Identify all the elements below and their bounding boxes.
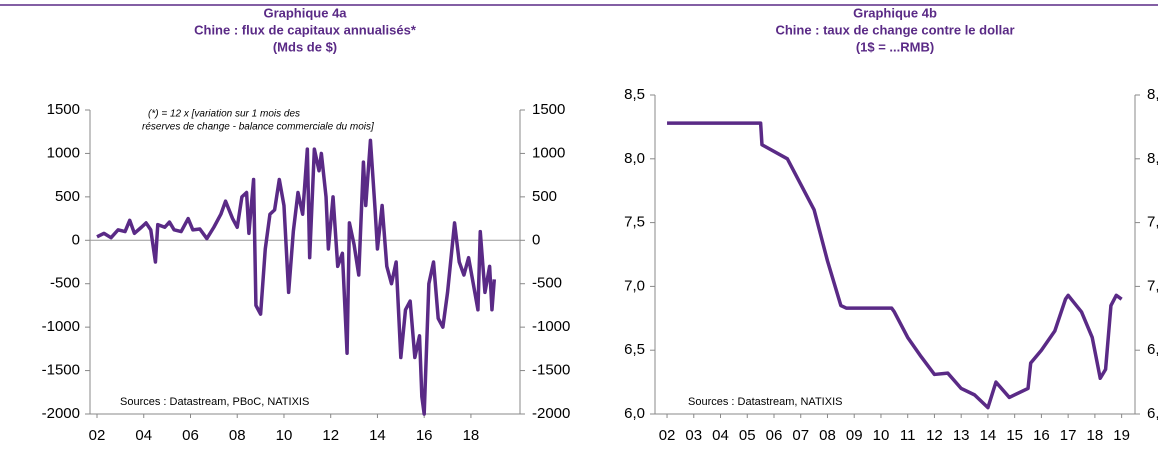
x-tick-label: 02 xyxy=(659,427,676,444)
y2-tick-label: 6,0 xyxy=(1147,405,1158,422)
y-tick-label: 8,0 xyxy=(624,150,645,167)
y2-tick-label: 500 xyxy=(532,188,557,205)
chart-title: Graphique 4b xyxy=(853,5,937,20)
y-tick-label: -2000 xyxy=(42,405,80,422)
y-tick-label: 1500 xyxy=(47,101,80,118)
chart-title: Chine : flux de capitaux annualisés* xyxy=(194,22,417,37)
source: Sources : Datastream, PBoC, NATIXIS xyxy=(120,396,309,408)
y2-tick-label: -500 xyxy=(532,275,562,292)
y-tick-label: 8,5 xyxy=(624,86,645,103)
y-tick-label: -500 xyxy=(50,275,80,292)
x-tick-label: 12 xyxy=(926,427,943,444)
y-tick-label: 7,5 xyxy=(624,214,645,231)
x-tick-label: 06 xyxy=(182,427,199,444)
x-tick-label: 04 xyxy=(135,427,152,444)
x-tick-label: 08 xyxy=(819,427,836,444)
y-tick-label: -1000 xyxy=(42,318,80,335)
y2-tick-label: -1000 xyxy=(532,318,570,335)
annotation: réserves de change - balance commerciale… xyxy=(142,122,374,133)
y2-tick-label: 0 xyxy=(532,231,540,248)
x-tick-label: 05 xyxy=(739,427,756,444)
y2-tick-label: -1500 xyxy=(532,362,570,379)
x-tick-label: 19 xyxy=(1113,427,1130,444)
y2-tick-label: 1000 xyxy=(532,144,565,161)
x-tick-label: 14 xyxy=(980,427,997,444)
y-tick-label: 1000 xyxy=(47,144,80,161)
x-tick-label: 13 xyxy=(953,427,970,444)
x-tick-label: 16 xyxy=(1033,427,1050,444)
y2-tick-label: 8,5 xyxy=(1147,86,1158,103)
series-line xyxy=(96,138,497,416)
x-tick-label: 08 xyxy=(229,427,246,444)
x-tick-label: 02 xyxy=(89,427,106,444)
x-tick-label: 09 xyxy=(846,427,863,444)
y-tick-label: 7,0 xyxy=(624,277,645,294)
chart-title: (Mds de $) xyxy=(273,39,337,54)
x-tick-label: 10 xyxy=(276,427,293,444)
x-tick-label: 03 xyxy=(685,427,702,444)
y2-tick-label: 6,5 xyxy=(1147,341,1158,358)
y2-tick-label: 7,0 xyxy=(1147,277,1158,294)
x-tick-label: 18 xyxy=(1087,427,1104,444)
y2-tick-label: 8,0 xyxy=(1147,150,1158,167)
x-tick-label: 16 xyxy=(416,427,433,444)
source: Sources : Datastream, NATIXIS xyxy=(688,396,842,408)
series-line xyxy=(667,121,1123,410)
x-tick-label: 17 xyxy=(1060,427,1077,444)
x-tick-label: 18 xyxy=(463,427,480,444)
x-tick-label: 06 xyxy=(766,427,783,444)
y2-tick-label: 1500 xyxy=(532,101,565,118)
x-tick-label: 04 xyxy=(712,427,729,444)
y-tick-label: -1500 xyxy=(42,362,80,379)
y-tick-label: 0 xyxy=(72,231,80,248)
y-tick-label: 6,0 xyxy=(624,405,645,422)
x-tick-label: 15 xyxy=(1006,427,1023,444)
x-tick-label: 14 xyxy=(369,427,386,444)
x-tick-label: 07 xyxy=(792,427,809,444)
annotation: (*) = 12 x [variation sur 1 mois des xyxy=(148,109,300,120)
y2-tick-label: 7,5 xyxy=(1147,214,1158,231)
y-tick-label: 500 xyxy=(55,188,80,205)
x-tick-label: 12 xyxy=(322,427,339,444)
y-tick-label: 6,5 xyxy=(624,341,645,358)
chart-title: (1$ = ...RMB) xyxy=(856,39,934,54)
x-tick-label: 11 xyxy=(900,427,916,444)
y2-tick-label: -2000 xyxy=(532,405,570,422)
chart-title: Graphique 4a xyxy=(263,5,347,20)
x-tick-label: 10 xyxy=(873,427,890,444)
chart-title: Chine : taux de change contre le dollar xyxy=(775,22,1014,37)
